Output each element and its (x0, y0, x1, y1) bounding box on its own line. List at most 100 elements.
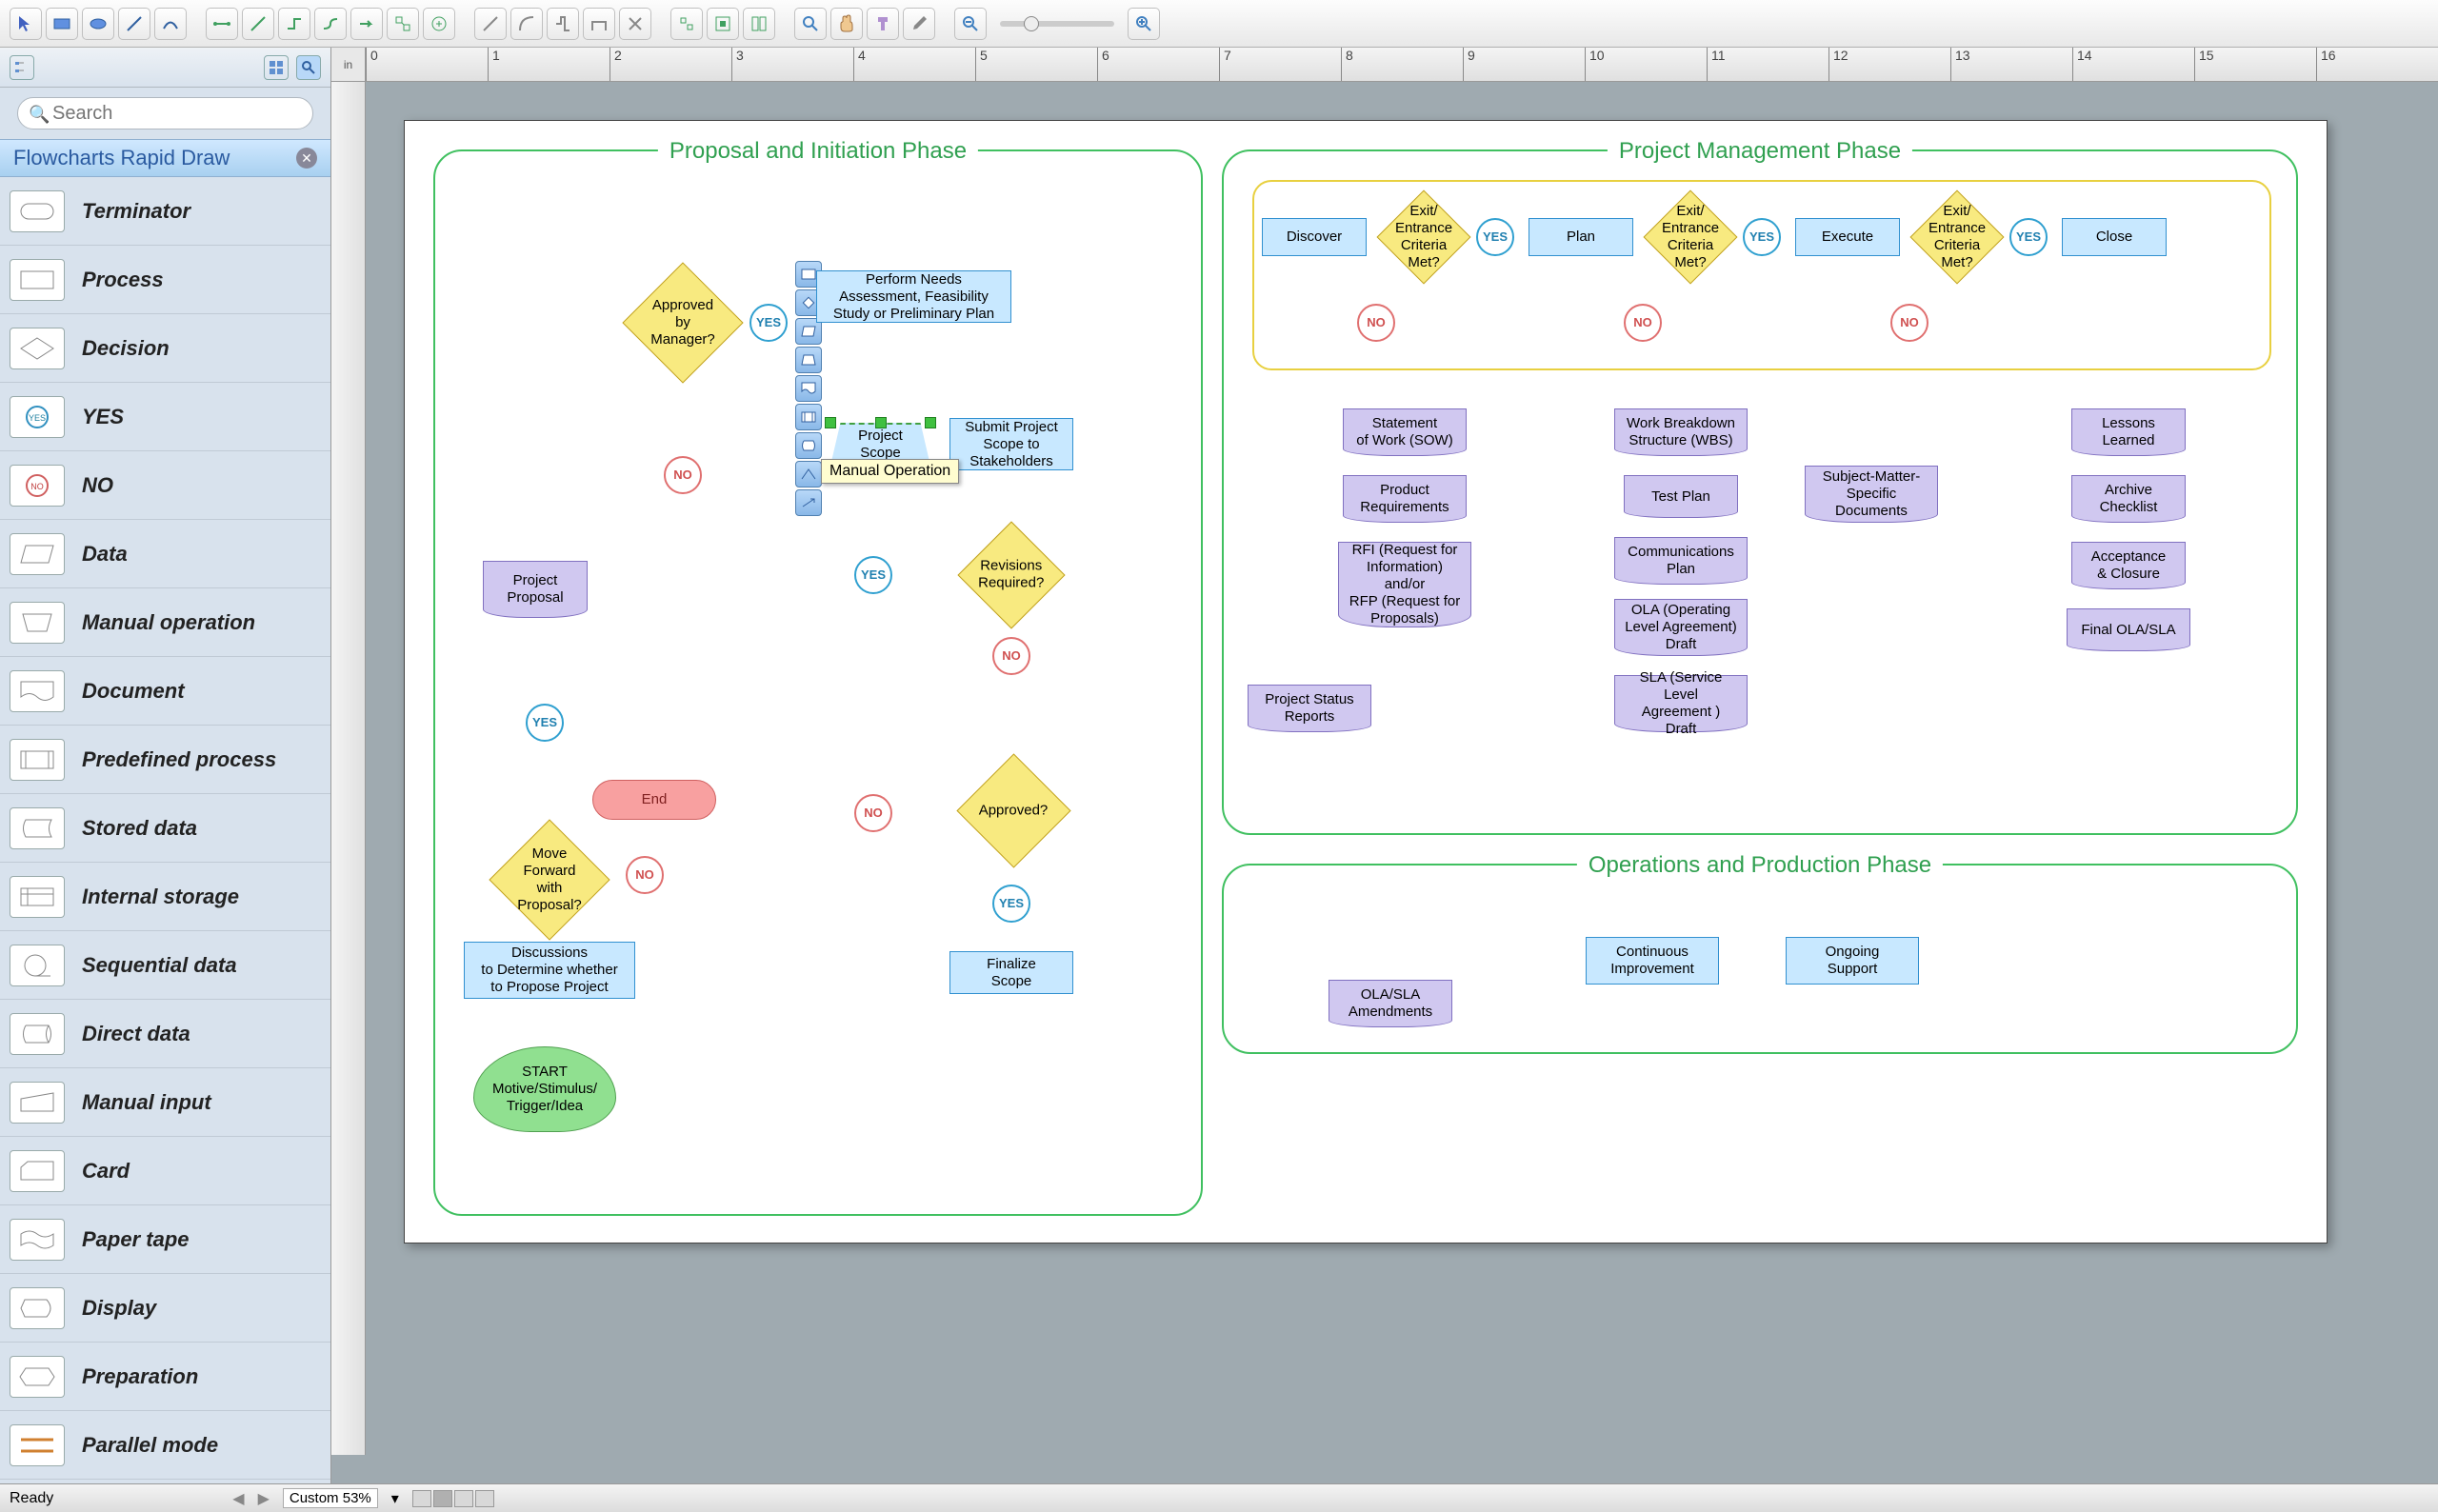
flow-node-yes2[interactable]: YES (749, 304, 788, 342)
flow-node-ci[interactable]: ContinuousImprovement (1586, 937, 1719, 985)
flow-node-no1[interactable]: NO (626, 856, 664, 894)
qp-disp[interactable] (795, 432, 822, 459)
rect-tool[interactable] (46, 8, 78, 40)
qp-doc[interactable] (795, 375, 822, 402)
shape-item[interactable]: Predefined process (0, 726, 330, 794)
shape-item[interactable]: Direct data (0, 1000, 330, 1068)
selection-handle[interactable] (875, 417, 887, 428)
flow-node-disc2[interactable]: Discover (1262, 218, 1367, 256)
flow-node-os[interactable]: OngoingSupport (1786, 937, 1919, 985)
page-tabs[interactable] (412, 1490, 494, 1507)
panel-header[interactable]: Flowcharts Rapid Draw ✕ (0, 139, 330, 177)
shape-item[interactable]: NONO (0, 451, 330, 520)
line-tool[interactable] (118, 8, 150, 40)
canvas-scroll[interactable]: Proposal and Initiation Phase (366, 82, 2438, 1483)
flow-node-prop[interactable]: ProjectProposal (483, 561, 588, 618)
flow-node-acc[interactable]: Acceptance& Closure (2071, 542, 2186, 589)
flow-node-sow[interactable]: Statementof Work (SOW) (1343, 408, 1467, 456)
shape-item[interactable]: Sequential data (0, 931, 330, 1000)
flow-node-fwd[interactable]: Move Forwardwith Proposal? (489, 819, 610, 940)
qp-conn[interactable] (795, 461, 822, 487)
path-tool-5[interactable] (619, 8, 651, 40)
shape-item[interactable]: Data (0, 520, 330, 588)
flow-node-no2[interactable]: NO (664, 456, 702, 494)
flow-node-psr[interactable]: Project StatusReports (1248, 685, 1371, 732)
connector-6[interactable] (387, 8, 419, 40)
flow-node-rfi[interactable]: RFI (Request forInformation)and/orRFP (R… (1338, 542, 1471, 627)
align-1[interactable] (670, 8, 703, 40)
flow-node-rev[interactable]: RevisionsRequired? (957, 521, 1065, 628)
flow-node-fin[interactable]: FinalizeScope (949, 951, 1073, 994)
group-operations[interactable]: Operations and Production Phase Continuo… (1222, 864, 2298, 1054)
connector-5[interactable] (350, 8, 383, 40)
flow-node-sme[interactable]: Subject-Matter-SpecificDocuments (1805, 466, 1938, 523)
flow-node-exec[interactable]: Execute (1795, 218, 1900, 256)
group-proposal[interactable]: Proposal and Initiation Phase (433, 149, 1203, 1216)
flow-node-yes1[interactable]: YES (526, 704, 564, 742)
flow-node-close[interactable]: Close (2062, 218, 2167, 256)
shape-item[interactable]: Parallel mode (0, 1411, 330, 1480)
shape-item[interactable]: Decision (0, 314, 330, 383)
flow-node-y2[interactable]: YES (1743, 218, 1781, 256)
selection-handle[interactable] (925, 417, 936, 428)
zoom-out-icon[interactable] (954, 8, 987, 40)
path-tool-4[interactable] (583, 8, 615, 40)
shape-item[interactable]: Card (0, 1137, 330, 1205)
flow-node-n3[interactable]: NO (1890, 304, 1928, 342)
connector-3[interactable] (278, 8, 310, 40)
flow-node-ll[interactable]: LessonsLearned (2071, 408, 2186, 456)
flow-node-no4[interactable]: NO (854, 794, 892, 832)
zoom-tool[interactable] (794, 8, 827, 40)
flow-node-disc[interactable]: Discussionsto Determine whetherto Propos… (464, 942, 635, 999)
flow-node-needs[interactable]: Perform NeedsAssessment, FeasibilityStud… (816, 270, 1011, 323)
connector-4[interactable] (314, 8, 347, 40)
pan-tool[interactable] (830, 8, 863, 40)
flow-node-yes4[interactable]: YES (992, 885, 1030, 923)
path-tool-1[interactable] (474, 8, 507, 40)
shape-item[interactable]: Process (0, 246, 330, 314)
qp-trap[interactable] (795, 347, 822, 373)
zoom-dropdown-icon[interactable]: ▾ (391, 1489, 399, 1508)
eyedropper-tool[interactable] (903, 8, 935, 40)
flow-node-end[interactable]: End (592, 780, 716, 820)
ellipse-tool[interactable] (82, 8, 114, 40)
selection-handle[interactable] (825, 417, 836, 428)
search-view-icon[interactable] (296, 55, 321, 80)
flow-node-yes3[interactable]: YES (854, 556, 892, 594)
shape-item[interactable]: Terminator (0, 177, 330, 246)
flow-node-wbs[interactable]: Work BreakdownStructure (WBS) (1614, 408, 1748, 456)
search-input[interactable] (17, 97, 313, 129)
flow-node-submit[interactable]: Submit ProjectScope toStakeholders (949, 418, 1073, 470)
flow-node-n2[interactable]: NO (1624, 304, 1662, 342)
zoom-select[interactable]: Custom 53% (283, 1488, 378, 1508)
tree-view-icon[interactable] (10, 55, 34, 80)
flow-node-osa[interactable]: OLA/SLAAmendments (1329, 980, 1452, 1027)
flow-node-n1[interactable]: NO (1357, 304, 1395, 342)
pointer-tool[interactable] (10, 8, 42, 40)
curve-tool[interactable] (154, 8, 187, 40)
shape-item[interactable]: Manual operation (0, 588, 330, 657)
connector-1[interactable] (206, 8, 238, 40)
shape-item[interactable]: Document (0, 657, 330, 726)
flow-node-cp[interactable]: CommunicationsPlan (1614, 537, 1748, 585)
flow-node-sla[interactable]: SLA (Service LevelAgreement )Draft (1614, 675, 1748, 732)
zoom-slider[interactable] (1000, 21, 1114, 27)
flow-node-no3[interactable]: NO (992, 637, 1030, 675)
connector-7[interactable] (423, 8, 455, 40)
flow-node-ola[interactable]: OLA (OperatingLevel Agreement)Draft (1614, 599, 1748, 656)
shape-item[interactable]: Preparation (0, 1343, 330, 1411)
shape-item[interactable]: Manual input (0, 1068, 330, 1137)
shape-item[interactable]: Display (0, 1274, 330, 1343)
flow-node-appr[interactable]: Approved byManager? (622, 262, 743, 383)
format-tool[interactable] (867, 8, 899, 40)
shape-item[interactable]: YESYES (0, 383, 330, 451)
flow-node-fos[interactable]: Final OLA/SLA (2067, 608, 2190, 651)
flow-node-y3[interactable]: YES (2009, 218, 2048, 256)
connector-2[interactable] (242, 8, 274, 40)
path-tool-3[interactable] (547, 8, 579, 40)
zoom-in-icon[interactable] (1128, 8, 1160, 40)
qp-pred[interactable] (795, 404, 822, 430)
flow-node-cloud[interactable]: STARTMotive/Stimulus/Trigger/Idea (473, 1046, 616, 1132)
align-2[interactable] (707, 8, 739, 40)
shape-item[interactable]: Internal storage (0, 863, 330, 931)
